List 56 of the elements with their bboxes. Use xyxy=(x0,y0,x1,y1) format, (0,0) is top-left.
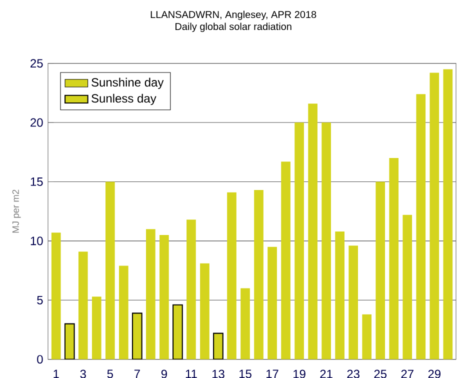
bar xyxy=(200,263,210,360)
x-tick-label: 7 xyxy=(134,370,140,378)
x-tick-label: 11 xyxy=(186,370,197,378)
bar xyxy=(268,246,277,360)
x-tick-label: 21 xyxy=(320,370,332,378)
chart-title: LLANSADWRN, Anglesey, APR 2018 xyxy=(150,10,316,20)
bar xyxy=(308,104,318,360)
bar xyxy=(402,214,412,360)
x-tick-label: 25 xyxy=(374,370,387,378)
bar xyxy=(322,122,331,360)
bar xyxy=(105,182,115,360)
bar xyxy=(294,122,304,360)
chart-subtitle: Daily global solar radiation xyxy=(176,22,292,32)
x-tick-label: 29 xyxy=(428,370,440,378)
x-tick-label: 27 xyxy=(401,370,414,378)
bar xyxy=(430,72,440,360)
y-tick-label: 0 xyxy=(37,355,43,364)
x-tick-label: 17 xyxy=(266,370,278,378)
bar xyxy=(348,246,358,360)
legend-label: Sunless day xyxy=(92,94,156,106)
bar xyxy=(213,332,224,360)
bar xyxy=(160,235,169,360)
bar xyxy=(51,232,61,360)
bar xyxy=(186,220,196,360)
bar xyxy=(118,266,128,360)
y-axis-title: MJ per m2 xyxy=(12,190,21,233)
x-tick-label: 5 xyxy=(107,370,113,378)
bar xyxy=(64,323,75,360)
bar xyxy=(416,94,426,360)
x-tick-label: 19 xyxy=(294,370,306,378)
bar xyxy=(227,192,236,360)
y-tick-label: 15 xyxy=(30,178,43,186)
y-tick-label: 10 xyxy=(30,236,43,246)
bar xyxy=(78,252,88,360)
bar xyxy=(281,162,290,360)
legend-label: Sunshine day xyxy=(92,78,164,89)
x-tick-label: 1 xyxy=(54,370,59,378)
bar xyxy=(132,312,142,360)
bar xyxy=(443,69,453,360)
bar xyxy=(362,314,372,360)
bar xyxy=(92,296,102,360)
bar xyxy=(376,182,386,360)
y-tick-label: 20 xyxy=(30,118,43,127)
x-tick-label: 15 xyxy=(239,370,252,378)
bar xyxy=(254,190,264,360)
x-tick-label: 9 xyxy=(161,370,167,378)
x-tick-label: 3 xyxy=(80,370,86,378)
bar xyxy=(389,158,399,360)
bar xyxy=(146,229,156,360)
x-tick-label: 23 xyxy=(347,370,360,378)
x-tick-label: 13 xyxy=(212,370,224,378)
bar xyxy=(172,304,183,360)
y-tick-label: 25 xyxy=(30,59,43,68)
bar xyxy=(240,288,250,360)
y-tick-label: 5 xyxy=(37,296,43,304)
bar xyxy=(335,231,344,360)
